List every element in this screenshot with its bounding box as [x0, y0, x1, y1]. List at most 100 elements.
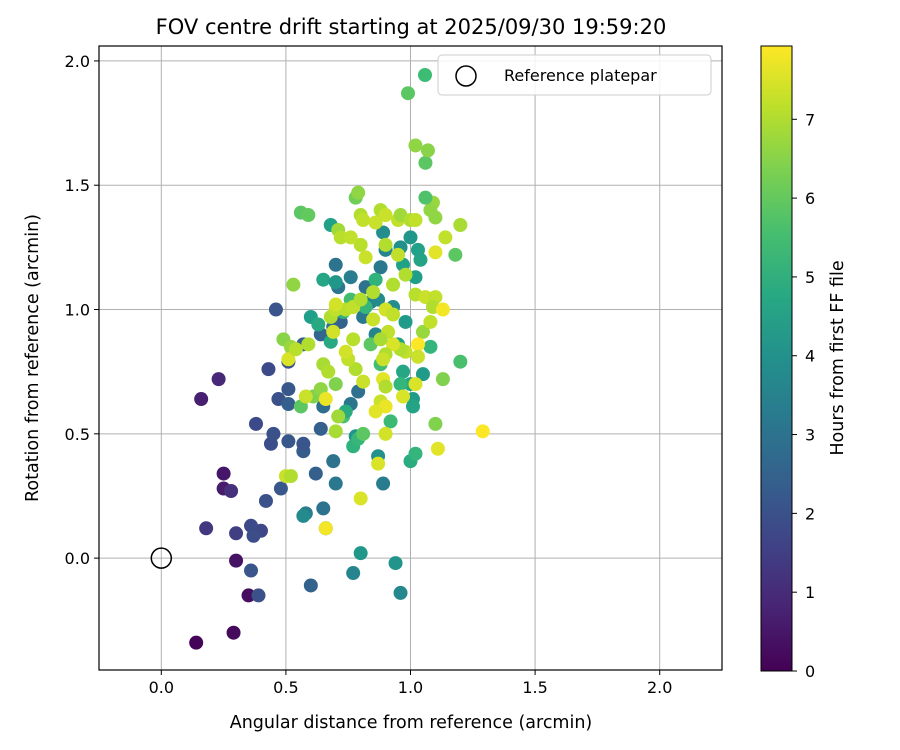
data-point [353, 491, 368, 506]
x-axis-label: Angular distance from reference (arcmin) [230, 713, 593, 733]
data-point [281, 434, 296, 449]
data-point [448, 247, 463, 262]
data-point [410, 242, 425, 257]
colorbar-tick-label: 3 [805, 426, 815, 445]
data-point [475, 424, 490, 439]
data-point [311, 317, 326, 332]
data-point [268, 302, 283, 317]
data-point [328, 257, 343, 272]
data-point [318, 521, 333, 536]
colorbar-label: Hours from first FF file [828, 260, 848, 455]
data-point [353, 237, 368, 252]
y-tick-label: 0.0 [65, 549, 90, 568]
data-point [281, 396, 296, 411]
data-point [373, 260, 388, 275]
data-point [333, 230, 348, 245]
data-point [303, 578, 318, 593]
data-point [401, 86, 416, 101]
data-point [318, 392, 333, 407]
data-point [328, 476, 343, 491]
data-point [391, 247, 406, 262]
data-point [321, 364, 336, 379]
y-axis: 0.0 0.5 1.0 1.5 2.0 [65, 52, 99, 568]
data-point [353, 292, 368, 307]
data-point [368, 215, 383, 230]
reference-platepar-marker [150, 547, 173, 569]
data-point [393, 585, 408, 600]
data-point [386, 337, 401, 352]
data-point [368, 272, 383, 287]
data-point [251, 588, 266, 603]
data-point [366, 285, 381, 300]
colorbar-tick-label: 1 [805, 583, 815, 602]
colorbar-tick-label: 5 [805, 268, 815, 287]
data-point [423, 339, 438, 354]
data-point [428, 245, 443, 260]
x-tick-label: 1.5 [522, 678, 547, 697]
data-point [358, 250, 373, 265]
data-point [408, 138, 423, 153]
data-point [403, 230, 418, 245]
data-point [435, 372, 450, 387]
data-point [229, 553, 244, 568]
data-point [226, 625, 241, 640]
data-point [328, 377, 343, 392]
data-point [408, 377, 423, 392]
data-point [398, 267, 413, 282]
colorbar [760, 45, 793, 672]
data-point [396, 364, 411, 379]
data-point [246, 528, 261, 543]
data-point [346, 566, 361, 581]
data-point [216, 466, 231, 481]
data-point [376, 225, 391, 240]
data-point [410, 349, 425, 364]
colorbar-tick-label: 0 [805, 662, 815, 681]
data-point [281, 352, 296, 367]
legend-label: Reference platepar [504, 66, 657, 85]
data-point [316, 272, 331, 287]
data-point [296, 508, 311, 523]
data-point [378, 208, 393, 223]
data-point [376, 476, 391, 491]
grid [99, 46, 722, 670]
data-point [343, 270, 358, 285]
data-point [378, 237, 393, 252]
data-point [241, 588, 256, 603]
data-point [366, 312, 381, 327]
data-point [273, 481, 288, 496]
data-point [351, 185, 366, 200]
data-point [438, 230, 453, 245]
data-point [298, 389, 313, 404]
data-point [420, 143, 435, 158]
data-point [356, 374, 371, 389]
data-point [286, 277, 301, 292]
data-point [328, 275, 343, 290]
data-point [313, 421, 328, 436]
data-point [328, 424, 343, 439]
data-point [356, 426, 371, 441]
data-point [244, 563, 259, 578]
data-point [410, 337, 425, 352]
y-tick-label: 1.0 [65, 301, 90, 320]
data-point [398, 314, 413, 329]
data-point [396, 389, 411, 404]
data-point [224, 484, 239, 499]
data-point [415, 367, 430, 382]
colorbar-tick-label: 7 [805, 110, 815, 129]
data-point [199, 521, 214, 536]
legend-box [437, 54, 712, 96]
data-point [418, 290, 433, 305]
x-axis: 0.0 0.5 1.0 1.5 2.0 [149, 670, 672, 697]
data-point [288, 342, 303, 357]
data-point [189, 635, 204, 650]
data-point [194, 392, 209, 407]
data-point [428, 210, 443, 225]
data-point [376, 352, 391, 367]
legend: Reference platepar [418, 54, 712, 96]
data-points [189, 86, 490, 650]
data-point [316, 501, 331, 516]
data-point [393, 377, 408, 392]
colorbar-axis: 0 1 2 3 4 5 6 7 [792, 110, 815, 681]
data-point [423, 314, 438, 329]
data-point [428, 416, 443, 431]
